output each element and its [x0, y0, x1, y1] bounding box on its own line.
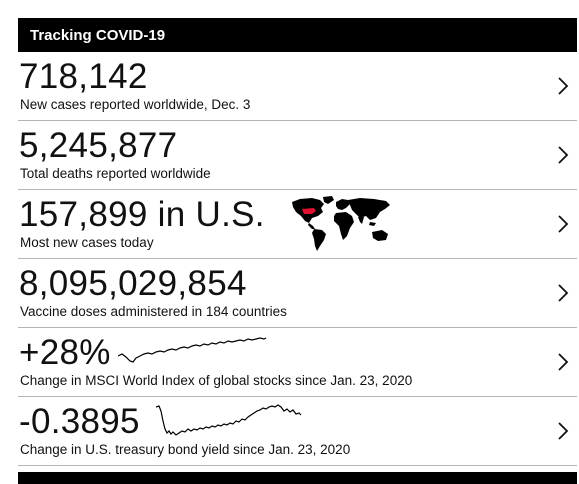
stat-label: Total deaths reported worldwide	[20, 166, 211, 181]
stat-row-total-deaths[interactable]: 5,245,877 Total deaths reported worldwid…	[18, 121, 577, 190]
stat-label: Change in U.S. treasury bond yield since…	[20, 442, 351, 457]
stat-row-new-cases[interactable]: 718,142 New cases reported worldwide, De…	[18, 52, 577, 121]
stat-row-vaccine-doses[interactable]: 8,095,029,854 Vaccine doses administered…	[18, 259, 577, 328]
chevron-right-icon[interactable]	[555, 419, 571, 443]
stat-row-most-new-cases[interactable]: 157,899 in U.S. Most new cases today	[18, 190, 577, 259]
chevron-right-icon[interactable]	[555, 281, 571, 305]
stat-value: +28%	[19, 333, 111, 372]
chevron-right-icon[interactable]	[555, 143, 571, 167]
covid-tracker-widget: Tracking COVID-19 718,142 New cases repo…	[18, 18, 577, 484]
stat-row-treasury-yield[interactable]: -0.3895 Change in U.S. treasury bond yie…	[18, 397, 577, 466]
stat-row-msci-index[interactable]: +28% Change in MSCI World Index of globa…	[18, 328, 577, 397]
stat-label: Most new cases today	[20, 235, 154, 250]
stat-value: 157,899 in U.S.	[19, 195, 265, 234]
stat-value: 5,245,877	[19, 126, 178, 165]
world-map-icon	[292, 196, 390, 251]
chevron-right-icon[interactable]	[555, 350, 571, 374]
chevron-right-icon[interactable]	[555, 212, 571, 236]
stat-label: Vaccine doses administered in 184 countr…	[20, 304, 287, 319]
tracker-header: Tracking COVID-19	[18, 18, 577, 52]
stat-label: Change in MSCI World Index of global sto…	[20, 373, 413, 388]
tracker-title: Tracking COVID-19	[30, 26, 166, 44]
stat-label: New cases reported worldwide, Dec. 3	[20, 97, 251, 112]
chevron-right-icon[interactable]	[555, 74, 571, 98]
treasury-sparkline	[156, 404, 302, 436]
footer-bar	[18, 472, 577, 484]
stat-value: 718,142	[19, 57, 148, 96]
stat-value: -0.3895	[19, 402, 140, 441]
msci-sparkline	[118, 337, 267, 363]
stat-value: 8,095,029,854	[19, 264, 247, 303]
us-highlight	[302, 208, 316, 214]
